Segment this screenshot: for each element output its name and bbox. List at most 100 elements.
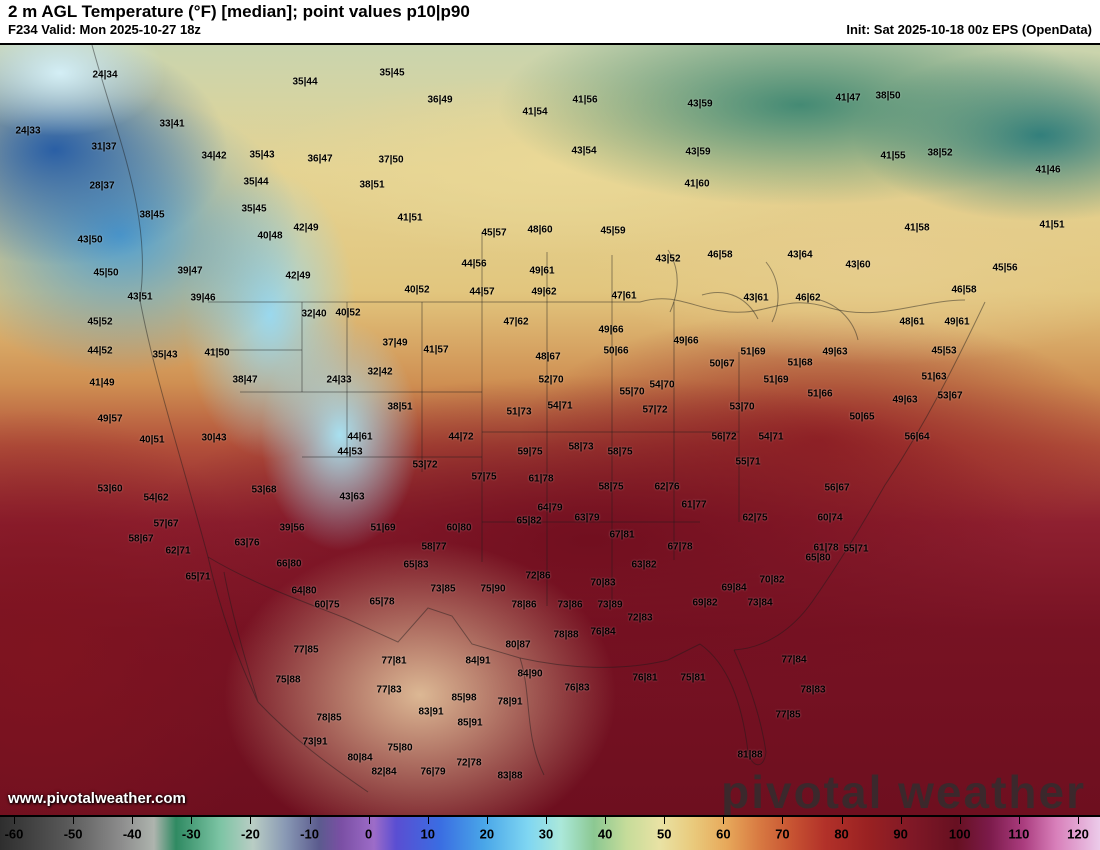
point-value: 49|63 (822, 346, 848, 358)
coastlines (91, 45, 986, 793)
point-values-layer: 24|34 35|44 35|45 36|49 41|54 41|56 43|59 41|47… (0, 45, 1100, 815)
point-value: 48|67 (535, 351, 561, 363)
colorbar-tick-mark (427, 817, 429, 824)
point-value: 44|72 (448, 431, 474, 443)
point-value: 51|69 (370, 522, 396, 534)
colorbar-tick-label: -10 (300, 826, 319, 841)
point-value: 65|83 (403, 559, 429, 571)
point-value: 51|63 (921, 371, 947, 383)
point-value: 77|85 (293, 644, 319, 656)
point-value: 45|53 (931, 345, 957, 357)
point-value: 38|50 (875, 90, 901, 102)
point-value: 48|61 (899, 316, 925, 328)
point-value: 45|52 (87, 316, 113, 328)
point-value: 45|59 (600, 225, 626, 237)
colorbar-tick-label: -20 (241, 826, 260, 841)
point-value: 39|47 (177, 265, 203, 277)
point-value: 65|82 (516, 515, 542, 527)
colorbar-tick-mark (73, 817, 75, 824)
point-value: 81|88 (737, 749, 763, 761)
point-value: 73|86 (557, 599, 583, 611)
point-value: 47|61 (611, 290, 637, 302)
colorbar-tick-layer: -60 -50 -40 -30 -20 -10 0 10 20 30 40 50 60 70 80 90 100… (0, 817, 1100, 850)
point-value: 43|59 (685, 146, 711, 158)
point-value: 54|71 (547, 400, 573, 412)
point-value: 67|78 (667, 541, 693, 553)
colorbar-tick-label: 0 (365, 826, 373, 841)
colorbar-tick-mark (900, 817, 902, 824)
point-value: 43|60 (845, 259, 871, 271)
point-value: 58|73 (568, 441, 594, 453)
point-value: 57|67 (153, 518, 179, 530)
point-value: 54|70 (649, 379, 675, 391)
point-value: 42|49 (285, 270, 311, 282)
point-value: 43|61 (743, 292, 769, 304)
point-value: 43|51 (127, 291, 153, 303)
point-value: 35|44 (243, 176, 269, 188)
point-value: 38|51 (387, 401, 413, 413)
state-borders (208, 232, 740, 606)
point-value: 41|56 (572, 94, 598, 106)
great-lakes-outlines (667, 249, 859, 341)
colorbar-tick-mark (132, 817, 134, 824)
point-value: 46|62 (795, 292, 821, 304)
point-value: 72|83 (627, 612, 653, 624)
point-value: 60|75 (314, 599, 340, 611)
point-value: 80|87 (505, 639, 531, 651)
point-value: 46|58 (707, 249, 733, 261)
point-value: 76|84 (590, 626, 616, 638)
colorbar-tick-mark (841, 817, 843, 824)
point-value: 43|64 (787, 249, 813, 261)
point-value: 40|48 (257, 230, 283, 242)
point-value: 50|65 (849, 411, 875, 423)
point-value: 73|84 (747, 597, 773, 609)
point-value: 70|83 (590, 577, 616, 589)
point-value: 78|85 (316, 712, 342, 724)
point-value: 75|80 (387, 742, 413, 754)
point-value: 24|34 (92, 69, 118, 81)
colorbar-tick-label: 110 (1008, 826, 1030, 841)
point-value: 45|56 (992, 262, 1018, 274)
colorbar-tick-label: 100 (948, 826, 971, 841)
point-value: 41|49 (89, 377, 115, 389)
point-value: 49|57 (97, 413, 123, 425)
point-value: 66|80 (276, 558, 302, 570)
point-value: 38|47 (232, 374, 258, 386)
point-value: 35|43 (249, 149, 275, 161)
point-value: 70|82 (759, 574, 785, 586)
point-value: 36|49 (427, 94, 453, 106)
point-value: 84|90 (517, 668, 543, 680)
point-value: 49|61 (529, 265, 555, 277)
point-value: 28|37 (89, 180, 115, 192)
colorbar-tick-label: 40 (597, 826, 613, 841)
point-value: 76|81 (632, 672, 658, 684)
colorbar-tick-label: 50 (656, 826, 672, 841)
point-value: 77|85 (775, 709, 801, 721)
point-value: 64|80 (291, 585, 317, 597)
colorbar-tick-label: -50 (63, 826, 83, 841)
point-value: 78|86 (511, 599, 537, 611)
colorbar-tick-label: 10 (420, 826, 435, 841)
point-value: 32|40 (301, 308, 327, 320)
point-value: 77|83 (376, 684, 402, 696)
point-value: 55|70 (619, 386, 645, 398)
point-value: 40|52 (335, 307, 361, 319)
temperature-map-canvas: 24|34 35|44 35|45 36|49 41|54 41|56 43|59 41|47… (0, 45, 1100, 815)
colorbar-tick-label: 70 (775, 826, 790, 841)
point-value: 73|89 (597, 599, 623, 611)
point-value: 34|42 (201, 150, 227, 162)
point-value: 51|66 (807, 388, 833, 400)
init-time-label: Init: Sat 2025-10-18 00z EPS (OpenData) (846, 22, 1092, 37)
point-value: 43|59 (687, 98, 713, 110)
point-value: 75|88 (275, 674, 301, 686)
point-value: 61|77 (681, 499, 707, 511)
point-value: 41|47 (835, 92, 861, 104)
point-value: 60|80 (446, 522, 472, 534)
valid-time-label: F234 Valid: Mon 2025-10-27 18z (8, 22, 201, 37)
point-value: 53|72 (412, 459, 438, 471)
point-value: 41|46 (1035, 164, 1061, 176)
point-value: 44|61 (347, 431, 373, 443)
point-value: 85|98 (451, 692, 477, 704)
point-value: 50|67 (709, 358, 735, 370)
